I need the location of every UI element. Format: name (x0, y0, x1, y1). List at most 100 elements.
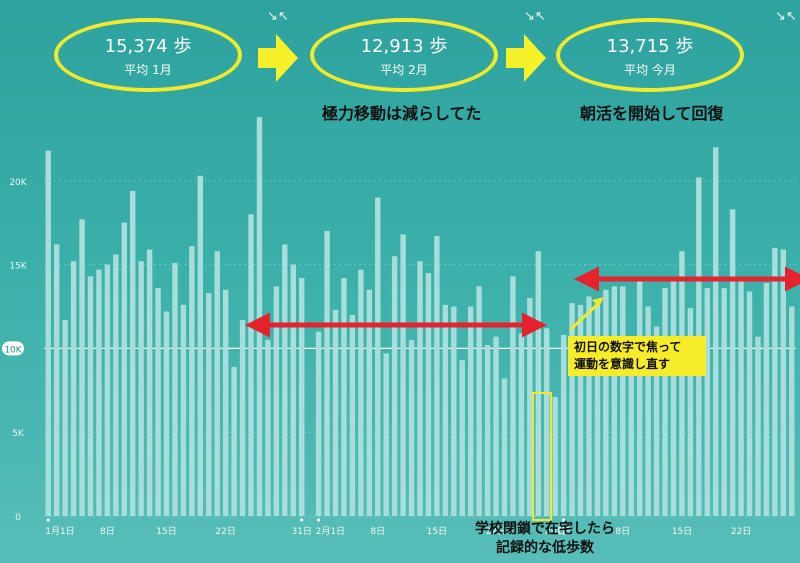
day-bar[interactable] (544, 328, 550, 516)
day-bar[interactable] (670, 279, 677, 516)
day-bar[interactable] (163, 311, 170, 516)
day-bar[interactable] (282, 244, 288, 516)
day-bar[interactable] (265, 340, 271, 516)
day-bar[interactable] (324, 231, 330, 516)
summary-this-month[interactable]: 13,715 歩 平均 今月 (556, 18, 744, 92)
day-bar[interactable] (155, 288, 161, 516)
x-tick-label: 22日 (215, 526, 235, 537)
day-bar[interactable] (451, 306, 457, 517)
day-bar[interactable] (552, 397, 558, 516)
day-bar[interactable] (704, 288, 710, 516)
day-bar[interactable] (197, 175, 204, 516)
day-bar[interactable] (138, 261, 144, 516)
day-bar[interactable] (231, 366, 237, 516)
day-bar[interactable] (527, 298, 533, 516)
day-bar[interactable] (518, 333, 525, 516)
day-bar[interactable] (746, 291, 753, 516)
day-bar[interactable] (493, 336, 499, 516)
day-bar[interactable] (332, 309, 339, 516)
day-bar[interactable] (679, 251, 685, 516)
day-bar[interactable] (763, 283, 770, 516)
x-axis-markers (46, 518, 566, 522)
day-bar[interactable] (535, 251, 541, 516)
day-bar[interactable] (96, 269, 102, 516)
day-bar[interactable] (366, 289, 373, 516)
day-bar[interactable] (239, 319, 246, 516)
day-bar[interactable] (586, 296, 592, 516)
day-bar[interactable] (620, 286, 626, 516)
day-bar[interactable] (417, 261, 423, 516)
day-bar[interactable] (662, 288, 668, 516)
summary-february[interactable]: 12,913 歩 平均 2月 (310, 18, 498, 92)
day-bar[interactable] (459, 360, 465, 516)
day-bar[interactable] (206, 293, 212, 516)
day-bar[interactable] (755, 336, 761, 516)
day-bar[interactable] (738, 278, 744, 516)
day-bar[interactable] (789, 306, 795, 517)
day-bar[interactable] (349, 314, 356, 516)
day-bar[interactable] (434, 236, 440, 516)
day-bar[interactable] (121, 222, 127, 516)
day-bar[interactable] (70, 261, 77, 516)
day-bar[interactable] (729, 209, 736, 517)
day-bar[interactable] (442, 304, 449, 516)
day-bar[interactable] (87, 276, 94, 516)
day-bar[interactable] (425, 272, 432, 516)
day-bar[interactable] (53, 244, 60, 516)
day-bar[interactable] (560, 334, 567, 516)
day-bar[interactable] (484, 345, 491, 516)
day-bar[interactable] (172, 262, 178, 516)
day-bar[interactable] (315, 331, 322, 516)
summary-january[interactable]: 15,374 歩 平均 1月 (54, 18, 242, 92)
day-bar[interactable] (400, 234, 406, 516)
day-bar[interactable] (341, 278, 347, 516)
bar-series (45, 117, 795, 517)
day-bar[interactable] (45, 150, 51, 516)
day-bar[interactable] (780, 249, 787, 517)
day-bar[interactable] (299, 278, 305, 516)
day-bar[interactable] (256, 117, 263, 516)
day-bar[interactable] (248, 214, 254, 516)
day-bar[interactable] (104, 264, 111, 516)
day-bar[interactable] (130, 190, 136, 516)
day-bar[interactable] (569, 303, 575, 516)
day-bar[interactable] (713, 147, 719, 516)
day-bar[interactable] (180, 304, 187, 516)
day-bar[interactable] (510, 276, 516, 516)
day-bar[interactable] (113, 254, 119, 516)
day-bar[interactable] (408, 340, 415, 516)
day-bar[interactable] (721, 288, 727, 516)
day-bar[interactable] (79, 219, 85, 516)
day-bar[interactable] (375, 197, 381, 516)
day-bar[interactable] (636, 278, 643, 516)
day-bar[interactable] (577, 304, 584, 516)
february-caption: 極力移動は減らしてた (322, 104, 482, 123)
day-bar[interactable] (222, 289, 229, 516)
day-bar[interactable] (653, 326, 660, 516)
collapse-arrows-icon[interactable]: ↘↖ (524, 9, 546, 24)
day-bar[interactable] (476, 286, 482, 516)
collapse-arrows-icon[interactable]: ↘↖ (775, 9, 797, 24)
day-bar[interactable] (214, 251, 220, 516)
day-bar[interactable] (391, 256, 398, 516)
day-bar[interactable] (290, 264, 296, 516)
day-bar[interactable] (772, 247, 778, 516)
day-bar[interactable] (273, 286, 280, 516)
day-bar[interactable] (611, 286, 618, 516)
day-bar[interactable] (687, 308, 694, 516)
day-bar[interactable] (62, 319, 68, 516)
collapse-arrows-icon[interactable]: ↘↖ (267, 9, 289, 24)
x-tick-label: 8日 (100, 526, 115, 537)
y-axis-labels: 0 5K 10K 15K 20K (2, 178, 28, 523)
day-bar[interactable] (501, 378, 508, 516)
day-bar[interactable] (603, 289, 609, 516)
day-bar[interactable] (146, 249, 153, 517)
day-bar[interactable] (358, 269, 364, 516)
note-line: 初日の数字で焦って (574, 340, 682, 354)
day-bar[interactable] (594, 304, 601, 516)
day-bar[interactable] (467, 306, 474, 517)
day-bar[interactable] (383, 353, 389, 516)
day-bar[interactable] (189, 246, 195, 516)
day-bar[interactable] (628, 341, 634, 516)
day-bar[interactable] (645, 306, 651, 517)
